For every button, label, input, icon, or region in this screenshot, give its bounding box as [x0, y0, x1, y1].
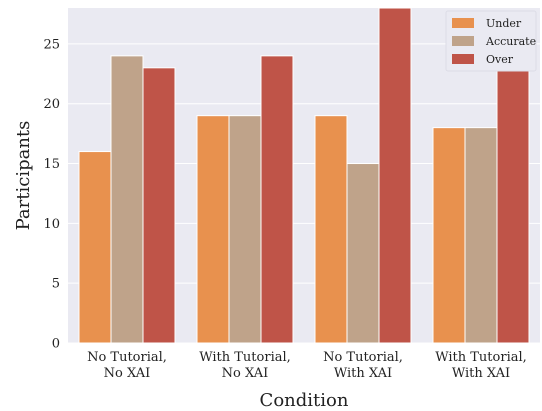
bar-accurate-4: [464, 127, 498, 344]
x-tick-label: With Tutorial, With XAI: [435, 350, 527, 381]
x-tick-label-line: With XAI: [452, 366, 510, 381]
bar-under-2: [196, 115, 230, 344]
y-tick-label: 10: [43, 217, 60, 232]
bar-under-1: [78, 151, 112, 344]
x-tick-label-line: With XAI: [334, 366, 392, 381]
legend-swatch-over: [452, 54, 474, 64]
bar-over-2: [260, 55, 294, 344]
legend: Under Accurate Over: [445, 10, 537, 72]
legend-swatch-under: [452, 18, 474, 28]
x-tick-label-line: With Tutorial,: [199, 350, 291, 365]
y-tick-label: 0: [52, 337, 60, 352]
legend-label-over: Over: [486, 53, 514, 66]
y-tick-label: 5: [52, 277, 60, 292]
bar-over-3: [378, 7, 412, 344]
legend-label-under: Under: [486, 17, 522, 30]
bar-accurate-3: [346, 163, 380, 344]
bar-accurate-1: [110, 55, 144, 344]
x-axis-label: Condition: [260, 390, 349, 411]
x-tick-label-line: No XAI: [222, 366, 269, 381]
x-tick-label: No Tutorial, With XAI: [323, 350, 403, 381]
x-tick-label-line: With Tutorial,: [435, 350, 527, 365]
y-tick-label: 15: [43, 157, 60, 172]
y-tick-label: 20: [43, 97, 60, 112]
bar-under-4: [432, 127, 466, 344]
x-tick-label-line: No Tutorial,: [323, 350, 403, 365]
bar-under-3: [314, 115, 348, 344]
y-tick-label: 25: [43, 37, 60, 52]
bars: [78, 7, 530, 344]
legend-label-accurate: Accurate: [485, 35, 536, 48]
bar-over-4: [496, 31, 530, 344]
legend-swatch-accurate: [452, 36, 474, 46]
y-axis-label: Participants: [13, 121, 34, 231]
x-tick-label-line: No XAI: [104, 366, 151, 381]
x-tick-label-line: No Tutorial,: [87, 350, 167, 365]
x-tick-label: No Tutorial, No XAI: [87, 350, 167, 381]
y-axis-ticks: 0 5 10 15 20 25: [43, 37, 60, 351]
bar-over-1: [142, 67, 176, 344]
bar-accurate-2: [228, 115, 262, 344]
x-tick-label: With Tutorial, No XAI: [199, 350, 291, 381]
